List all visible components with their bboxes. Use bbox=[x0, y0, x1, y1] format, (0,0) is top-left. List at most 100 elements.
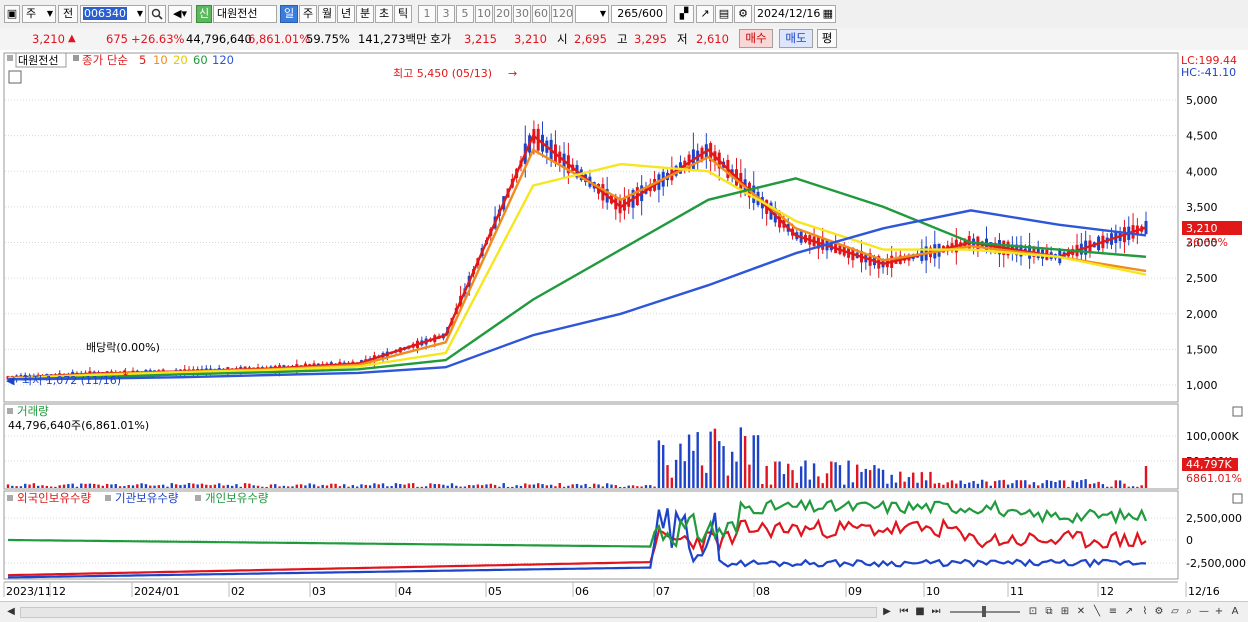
volume-bar bbox=[549, 484, 553, 488]
interval-1[interactable]: 1 bbox=[418, 5, 436, 23]
volume-bar bbox=[1024, 480, 1027, 488]
volume-bar bbox=[920, 472, 924, 488]
volume-bar bbox=[442, 484, 445, 488]
stop-icon[interactable]: ■ bbox=[915, 606, 925, 617]
market-select[interactable]: 주 ▼ bbox=[22, 5, 56, 23]
interval-3[interactable]: 3 bbox=[437, 5, 455, 23]
volume-bar bbox=[851, 482, 855, 488]
speaker-icon[interactable]: ◀▾ bbox=[168, 5, 192, 23]
volume-bar bbox=[88, 483, 92, 488]
volume-bar bbox=[1136, 486, 1139, 488]
interval-20[interactable]: 20 bbox=[494, 5, 512, 23]
name-tag: 대원전선 bbox=[18, 54, 58, 67]
code-input[interactable]: 006340 ▼ bbox=[80, 5, 146, 23]
zoom-slider-handle[interactable] bbox=[982, 606, 986, 617]
chart-type-icon[interactable]: ▞ bbox=[674, 5, 694, 23]
period-minute[interactable]: 분 bbox=[356, 5, 374, 23]
scroll-left-icon[interactable]: ◀ bbox=[7, 606, 15, 617]
volume-bar bbox=[942, 484, 945, 488]
volume-bar bbox=[1127, 486, 1130, 488]
volume-bar bbox=[403, 484, 406, 488]
panel-handle-icon bbox=[7, 495, 13, 501]
zoom-in-icon[interactable]: + bbox=[1214, 606, 1224, 617]
volume-bar bbox=[537, 483, 540, 488]
line-draw-icon[interactable]: ╲ bbox=[1093, 606, 1101, 617]
type-button[interactable]: 전 bbox=[58, 5, 78, 23]
settings-icon[interactable]: ⚙ bbox=[1154, 606, 1164, 617]
volume-bar bbox=[657, 440, 661, 488]
layout-icon[interactable]: ⊡ bbox=[1028, 606, 1038, 617]
copy-icon[interactable]: ⧉ bbox=[1045, 606, 1053, 617]
zoom-out-icon[interactable]: — bbox=[1199, 606, 1209, 617]
last-icon[interactable]: ⏭ bbox=[931, 606, 941, 617]
period-tick[interactable]: 틱 bbox=[394, 5, 412, 23]
x-axis-label: 05 bbox=[488, 585, 502, 598]
search-icon[interactable] bbox=[148, 5, 166, 23]
magnet-icon[interactable]: ⌇ bbox=[1142, 606, 1148, 617]
volume-bar bbox=[605, 483, 609, 488]
volume-bar bbox=[97, 484, 100, 488]
calculator-icon[interactable] bbox=[8, 70, 22, 84]
eraser-icon[interactable]: ▱ bbox=[1171, 606, 1179, 617]
font-icon[interactable]: A bbox=[1231, 606, 1239, 617]
volume-bar bbox=[1062, 480, 1066, 488]
period-month[interactable]: 월 bbox=[318, 5, 336, 23]
interval-120[interactable]: 120 bbox=[551, 5, 573, 23]
volume-bar bbox=[15, 486, 18, 488]
x-axis-label: 2024/01 bbox=[134, 585, 180, 598]
hc-value: HC:-41.10 bbox=[1181, 66, 1236, 79]
volume-bar bbox=[679, 443, 682, 488]
volume-bar bbox=[347, 486, 350, 488]
period-day[interactable]: 일 bbox=[280, 5, 298, 23]
x-axis-label: 2023/11 bbox=[6, 585, 52, 598]
save-icon[interactable]: ▤ bbox=[715, 5, 733, 23]
cross-icon[interactable]: ✕ bbox=[1076, 606, 1086, 617]
avg-button[interactable]: 평 bbox=[817, 29, 837, 48]
close-panel-icon[interactable] bbox=[1232, 406, 1243, 417]
price-tick-label: 3,000 bbox=[1186, 237, 1218, 250]
first-icon[interactable]: ⏮ bbox=[899, 606, 909, 617]
x-axis-label: 11 bbox=[1010, 585, 1024, 598]
volume-bar bbox=[933, 483, 936, 488]
interval-60[interactable]: 60 bbox=[532, 5, 550, 23]
new-tag[interactable]: 신 bbox=[196, 5, 212, 23]
close-panel-icon[interactable] bbox=[1232, 493, 1243, 504]
gear-icon[interactable]: ⚙ bbox=[734, 5, 752, 23]
buy-button[interactable]: 매수 bbox=[739, 29, 773, 48]
interval-10[interactable]: 10 bbox=[475, 5, 493, 23]
trend-icon[interactable]: ↗ bbox=[1124, 606, 1134, 617]
interval-select[interactable]: ▼ bbox=[575, 5, 609, 23]
period-second[interactable]: 초 bbox=[375, 5, 393, 23]
period-year[interactable]: 년 bbox=[337, 5, 355, 23]
volume-bar bbox=[847, 460, 850, 488]
fib-icon[interactable]: ≡ bbox=[1108, 606, 1118, 617]
interval-5[interactable]: 5 bbox=[456, 5, 474, 23]
volume-bar bbox=[80, 483, 83, 488]
volume-bar bbox=[881, 469, 885, 488]
toolbar: ▣ 주 ▼ 전 006340 ▼ ◀▾ 신 대원전선 일 주 월 년 분 초 틱 1… bbox=[0, 0, 1248, 29]
quote-bar: 3,210 ▲ 675 +26.63% 44,796,640 6,861.01%… bbox=[0, 28, 1248, 51]
trend-icon[interactable]: ↗ bbox=[696, 5, 714, 23]
sell-button[interactable]: 매도 bbox=[779, 29, 813, 48]
volume-bar bbox=[506, 486, 510, 488]
horizontal-scrollbar[interactable] bbox=[20, 607, 877, 618]
ask-price: 3,215 bbox=[464, 32, 497, 46]
scroll-right-icon[interactable]: ▶ bbox=[883, 606, 891, 617]
volume-bar bbox=[394, 483, 398, 488]
volume-bar bbox=[631, 485, 635, 488]
date-input[interactable]: 2024/12/16 ▦ bbox=[754, 5, 836, 23]
interval-30[interactable]: 30 bbox=[513, 5, 531, 23]
volume-bar bbox=[532, 484, 536, 488]
volume-bar bbox=[614, 485, 617, 488]
period-week[interactable]: 주 bbox=[299, 5, 317, 23]
volume-bar bbox=[886, 483, 889, 488]
open-label: 시 bbox=[557, 32, 568, 46]
volume-bar bbox=[459, 486, 462, 488]
last-pct-tag: 26.63% bbox=[1186, 236, 1228, 249]
count-input[interactable]: 265/600 bbox=[611, 5, 667, 23]
window-icon[interactable]: ▣ bbox=[4, 5, 20, 23]
zoom-icon[interactable]: ⌕ bbox=[1186, 606, 1192, 617]
volume-value: 44,796,640 bbox=[186, 32, 252, 46]
grid-icon[interactable]: ⊞ bbox=[1060, 606, 1070, 617]
chart-area[interactable]: 대원전선 종가 단순 5 10 20 60 120 LC:199.44 HC:-… bbox=[0, 50, 1248, 601]
